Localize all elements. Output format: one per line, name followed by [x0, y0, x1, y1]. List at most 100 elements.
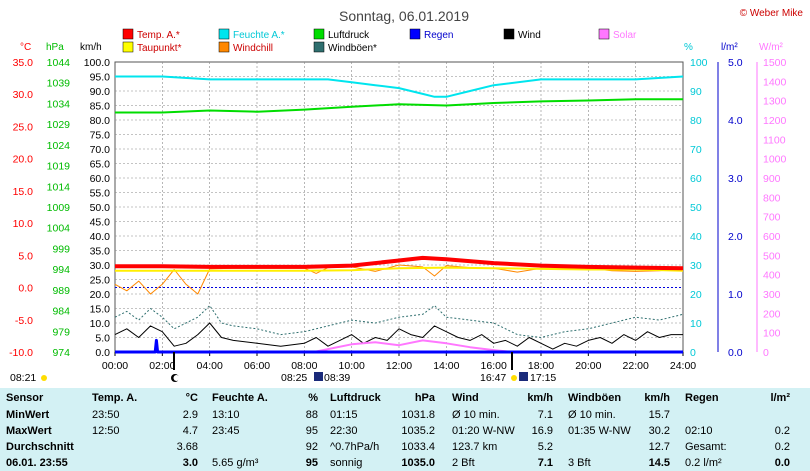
- stats-cell: ^0.7hPa/h: [330, 441, 380, 453]
- solar-tick: 1000: [763, 154, 787, 166]
- solar-tick: 300: [763, 289, 781, 301]
- stats-header-cell: km/h: [527, 392, 553, 404]
- stats-header-cell: Feuchte A.: [212, 392, 268, 404]
- humidity-tick: 20: [690, 289, 702, 301]
- stats-header-cell: l/m²: [770, 392, 790, 404]
- legend-swatch: [409, 28, 421, 40]
- stats-header-cell: Wind: [452, 392, 479, 404]
- legend-label: Feuchte A.*: [233, 30, 285, 41]
- wind-tick: 5.0: [95, 333, 110, 345]
- rain-tick: 4.0: [728, 115, 743, 127]
- x-tick-label: 22:00: [623, 360, 649, 372]
- wind-tick: 65.0: [90, 159, 111, 171]
- stats-header-cell: Regen: [685, 392, 719, 404]
- humidity-unit: %: [684, 42, 693, 53]
- stats-cell: 95: [305, 457, 318, 469]
- humidity-tick: 40: [690, 231, 702, 243]
- weather-chart: Sonntag, 06.01.2019 © Weber Mike Temp. A…: [9, 8, 804, 384]
- stats-cell: 15.7: [648, 409, 670, 421]
- wind-tick: 100.0: [84, 57, 110, 69]
- x-tick-label: 08:00: [291, 360, 317, 372]
- stats-cell: 5.2: [537, 441, 553, 453]
- pressure-unit: hPa: [46, 42, 64, 53]
- rain-unit: l/m²: [721, 42, 738, 53]
- sunset-time: 16:47: [480, 372, 506, 384]
- stats-cell: 2 Bft: [452, 457, 475, 469]
- rain-tick: 1.0: [728, 289, 743, 301]
- time-mark-icon: [314, 372, 323, 381]
- temp-tick: 25.0: [13, 121, 34, 133]
- time-mark-label: 17:15: [530, 372, 556, 384]
- humidity-tick: 100: [690, 57, 708, 69]
- stats-cell: 12.7: [648, 441, 670, 453]
- series-feuchte-a: [115, 75, 684, 98]
- y-axis-ticks: 35.0 30.0 25.0 20.0 15.0 10.0 5.0 0.0 -5.0 -10.0 1…: [9, 57, 786, 359]
- x-tick-label: 02:00: [149, 360, 175, 372]
- time-mark-label: 08:39: [324, 372, 350, 384]
- pressure-tick: 984: [52, 306, 70, 318]
- wind-tick: 10.0: [90, 318, 111, 330]
- stats-cell: MaxWert: [6, 425, 52, 437]
- solar-tick: 1500: [763, 57, 787, 69]
- wind-tick: 20.0: [90, 289, 111, 301]
- solar-tick: 900: [763, 173, 781, 185]
- series-regen: [115, 338, 683, 354]
- x-tick-label: 12:00: [386, 360, 412, 372]
- stats-cell: 22:30: [330, 425, 358, 437]
- series-luftdruck: [115, 98, 683, 114]
- humidity-tick: 10: [690, 318, 702, 330]
- stats-cell: 5.65 g/m³: [212, 457, 259, 469]
- stats-header-cell: Windböen: [568, 392, 622, 404]
- solar-tick: 0: [763, 347, 769, 359]
- x-tick-label: 16:00: [481, 360, 507, 372]
- humidity-tick: 50: [690, 202, 702, 214]
- solar-unit: W/m²: [759, 42, 784, 53]
- legend-label: Regen: [424, 30, 453, 41]
- stats-cell: Ø 10 min.: [452, 409, 500, 421]
- temp-tick: 0.0: [18, 283, 33, 295]
- stats-cell: 92: [305, 441, 318, 453]
- stats-cell: 01:15: [330, 409, 358, 421]
- pressure-tick: 974: [52, 347, 70, 359]
- sunrise-icon: [41, 375, 47, 381]
- wind-tick: 35.0: [90, 246, 111, 258]
- temp-tick: 5.0: [18, 250, 33, 262]
- legend-swatch: [313, 41, 325, 53]
- stats-header-cell: Luftdruck: [330, 392, 381, 404]
- stats-cell: 4.7: [182, 425, 198, 437]
- wind-tick: 0.0: [95, 347, 110, 359]
- copyright-text[interactable]: © Weber Mike: [740, 8, 804, 19]
- sunset-icon: [511, 375, 517, 381]
- stats-cell: 23:45: [212, 425, 240, 437]
- stats-row: MinWert 23:50 2.9 13:10 88 01:15 1031.8 Ø 10 mi…: [0, 407, 810, 423]
- solar-tick: 1300: [763, 96, 787, 108]
- stats-cell: 0.2 l/m²: [685, 457, 722, 469]
- solar-tick: 1400: [763, 76, 787, 88]
- pressure-tick: 1029: [47, 119, 71, 131]
- wind-tick: 70.0: [90, 144, 111, 156]
- chart-title: Sonntag, 06.01.2019: [339, 8, 469, 24]
- series-windb-en: [114, 305, 684, 338]
- stats-row: MaxWert 12:50 4.7 23:45 95 22:30 1035.2 01:20 W…: [0, 423, 810, 439]
- legend-label: Windböen*: [328, 43, 377, 54]
- stats-cell: Ø 10 min.: [568, 409, 616, 421]
- x-tick-label: 00:00: [102, 360, 128, 372]
- stats-cell: 01:35 W-NW: [568, 425, 631, 437]
- wind-unit: km/h: [80, 42, 102, 53]
- sunrise-time: 08:21: [10, 372, 36, 384]
- stats-cell: 14.5: [648, 457, 670, 469]
- wind-tick: 95.0: [90, 72, 111, 84]
- wind-tick: 60.0: [90, 173, 111, 185]
- wind-tick: 15.0: [90, 304, 111, 316]
- temp-unit: °C: [20, 42, 31, 53]
- stats-cell: Gesamt:: [685, 441, 727, 453]
- series-temp-a: [115, 255, 684, 271]
- stats-cell: 0.2: [774, 425, 790, 437]
- time-mark-label: 08:25: [281, 372, 307, 384]
- x-tick-label: 06:00: [244, 360, 270, 372]
- pressure-tick: 994: [52, 264, 70, 276]
- stats-cell: Durchschnitt: [6, 441, 74, 453]
- wind-tick: 25.0: [90, 275, 111, 287]
- series-layer: [114, 75, 684, 354]
- wind-tick: 55.0: [90, 188, 111, 200]
